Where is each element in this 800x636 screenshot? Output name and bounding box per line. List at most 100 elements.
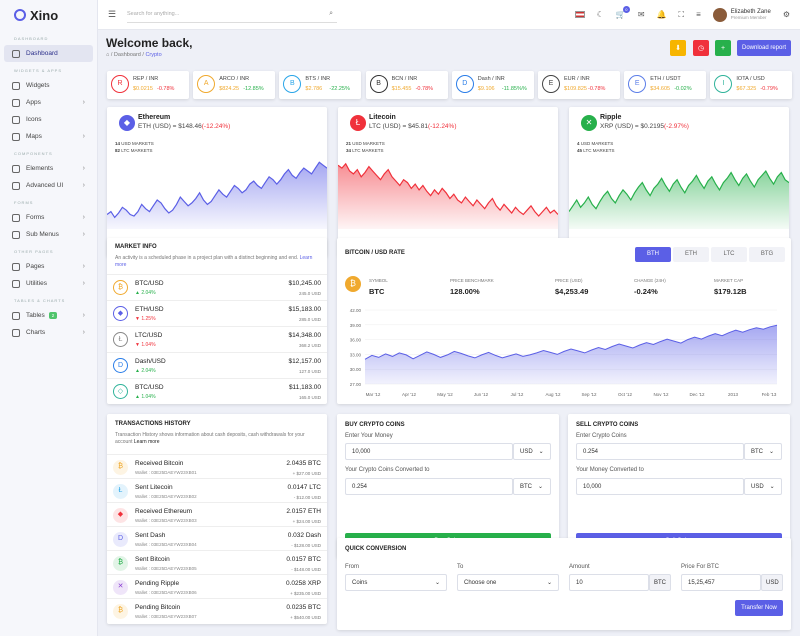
sidebar-item-advanced-ui[interactable]: Advanced UI › — [4, 177, 93, 194]
to-select[interactable]: Choose one ⌄ — [457, 574, 559, 591]
from-select[interactable]: Coins ⌄ — [345, 574, 447, 591]
transaction-row[interactable]: ₿ Received Bitcoin Wallet : 03E25DAEYW23XB… — [107, 454, 327, 478]
buy-money-label: Enter Your Money — [345, 433, 393, 439]
menu-item-icon — [12, 49, 20, 58]
coin-name: Ethereum — [138, 114, 171, 121]
tab-btg[interactable]: BTG — [749, 247, 785, 262]
ticker-card[interactable]: E ETH / USDT $34.605 -0.02% — [624, 71, 707, 99]
ticker-card[interactable]: R REP / INR $0.0215 -0.78% — [107, 71, 189, 99]
sidebar-item-apps[interactable]: Apps › — [4, 94, 93, 111]
ticker-card[interactable]: B BCN / INR $15.455 -0.78% — [365, 71, 448, 99]
search-input[interactable]: Search for anything... ⌕ — [127, 7, 337, 23]
transfer-now-button[interactable]: Transfer Now — [735, 600, 783, 616]
sell-coins-input[interactable]: 0.254 — [576, 443, 744, 460]
ripple-icon: ✕ — [581, 115, 597, 131]
buy-money-input[interactable]: 10,000 — [345, 443, 513, 460]
coin-chart-card-litecoin: Ł Litecoin LTC (USD) = $45.81(-12.24%) 21 U… — [338, 107, 558, 257]
sidebar-item-icons[interactable]: Icons — [4, 111, 93, 128]
sidebar-item-sub-menus[interactable]: Sub Menus › — [4, 226, 93, 243]
ticker-card[interactable]: B BTS / INR $2.786 -22.25% — [279, 71, 362, 99]
learn-more-link[interactable]: Learn more — [133, 439, 160, 445]
market-row[interactable]: D Dash/USD ▲ 2.04% $12,157.00 127.0 USD — [107, 352, 327, 378]
mail-icon[interactable]: ✉ — [637, 10, 645, 19]
sidebar-item-widgets[interactable]: Widgets — [4, 77, 93, 94]
download-icon-button[interactable]: ⬇ — [670, 40, 686, 56]
gear-icon[interactable]: ⚙ — [782, 10, 790, 19]
cart-icon[interactable]: 🛒 0 — [616, 6, 630, 19]
sell-currency-select[interactable]: USD ⌄ — [744, 478, 782, 495]
learn-more-link[interactable]: Learn more — [115, 255, 313, 268]
market-row[interactable]: Ł LTC/USD ▼ 1.04% $14,348.00 368.2 USD — [107, 326, 327, 352]
sidebar-item-pages[interactable]: Pages › — [4, 258, 93, 275]
add-icon-button[interactable]: + — [715, 40, 731, 56]
buy-currency-select[interactable]: USD ⌄ — [513, 443, 551, 460]
wallet-id: Wallet : 03E25DAEYW23XB07 — [135, 614, 197, 619]
amount-input[interactable]: 10 — [569, 574, 649, 591]
transaction-amount: 2.0435 BTC — [286, 460, 321, 467]
stat-value: $4,253.49 — [555, 287, 589, 296]
market-info-desc: An activity is a scheduled phase in a pr… — [115, 255, 313, 268]
transaction-row[interactable]: Ł Sent Litecoin Wallet : 03E25DAEYW23XB02 0… — [107, 478, 327, 502]
transaction-amount: 0.0147 LTC — [287, 484, 321, 491]
coin-change: (-12.24%) — [427, 123, 457, 130]
coin-icon: ◆ — [113, 508, 128, 523]
sidebar-item-elements[interactable]: Elements › — [4, 160, 93, 177]
search-icon[interactable]: ⌕ — [329, 10, 333, 17]
menu-item-icon — [12, 262, 20, 271]
clock-icon-button[interactable]: ◷ — [693, 40, 709, 56]
flag-icon[interactable] — [574, 11, 585, 18]
logo[interactable]: Xino — [0, 0, 97, 30]
sidebar-item-dashboard[interactable]: Dashboard — [4, 45, 93, 62]
coin-icon: ₿ — [113, 556, 128, 571]
transaction-row[interactable]: ◆ Received Ethereum Wallet : 03E25DAEYW23X… — [107, 502, 327, 526]
market-sub-value: 285.0 USD — [298, 317, 321, 322]
transaction-amount: 0.032 Dash — [287, 532, 321, 539]
moon-icon[interactable]: ☾ — [596, 10, 604, 19]
menu-item-icon — [12, 132, 20, 141]
transaction-usd: - $148.00 USD — [291, 567, 321, 572]
buy-coin-select[interactable]: BTC ⌄ — [513, 478, 551, 495]
sidebar-item-label: Utilities — [26, 280, 47, 287]
market-row[interactable]: ◆ ETH/USD ▼ 1.25% $15,183.00 285.0 USD — [107, 300, 327, 326]
sell-converted-input[interactable]: 10,000 — [576, 478, 744, 495]
price-input[interactable]: 15,25,457 — [681, 574, 761, 591]
transaction-row[interactable]: ₿ Sent Bitcoin Wallet : 03E25DAEYW23XB05 0.… — [107, 550, 327, 574]
download-report-button[interactable]: Download report — [737, 40, 791, 56]
coin-price: LTC (USD) = $45.81(-12.24%) — [369, 123, 457, 130]
ethereum-icon: ◆ — [119, 115, 135, 131]
transaction-row[interactable]: ₿ Pending Bitcoin Wallet : 03E25DAEYW23XB0… — [107, 598, 327, 622]
breadcrumb-dashboard[interactable]: Dashboard — [113, 52, 141, 58]
transaction-row[interactable]: D Sent Dash Wallet : 03E25DAEYW23XB04 0.032… — [107, 526, 327, 550]
bell-icon[interactable]: 🔔 — [656, 10, 667, 19]
market-row[interactable]: ₿ BTC/USD ▲ 2.04% $10,245.00 245.0 USD — [107, 274, 327, 300]
ticker-card[interactable]: E EUR / INR $109.825 -0.78% — [538, 71, 620, 99]
sidebar-section-label: COMPONENTS — [14, 151, 53, 156]
buy-converted-input[interactable]: 0.254 — [345, 478, 513, 495]
ticker-card[interactable]: D Dash / INR $9.106 -11.85%% — [451, 71, 534, 99]
tab-eth[interactable]: ETH — [673, 247, 709, 262]
sell-coin-select[interactable]: BTC ⌄ — [744, 443, 782, 460]
home-icon[interactable]: ⌂ — [106, 52, 110, 58]
tab-ltc[interactable]: LTC — [711, 247, 747, 262]
sidebar-item-forms[interactable]: Forms › — [4, 209, 93, 226]
user-menu[interactable]: Elizabeth Zane Premium Member — [712, 7, 771, 22]
tab-bth[interactable]: BTH — [635, 247, 671, 262]
market-row[interactable]: ◇ BTC/USD ▲ 1.04% $11,183.00 165.0 USD — [107, 378, 327, 404]
fullscreen-icon[interactable]: ⛶ — [678, 9, 685, 19]
ticker-card[interactable]: A ARCO / INR $824.25 -12.85% — [193, 71, 276, 99]
sidebar-item-utilities[interactable]: Utilities › — [4, 275, 93, 292]
ticker-card[interactable]: I IOTA / USD $67.325 -0.79% — [710, 71, 793, 99]
transaction-row[interactable]: ✕ Pending Ripple Wallet : 03E25DAEYW23XB06… — [107, 574, 327, 598]
sidebar-item-maps[interactable]: Maps › — [4, 128, 93, 145]
hamburger-icon[interactable]: ☰ — [108, 9, 117, 19]
coin-change: (-2.97%) — [664, 123, 689, 130]
from-label: From — [345, 564, 359, 570]
menu-lines-icon[interactable]: ≡ — [696, 10, 701, 19]
sidebar-item-charts[interactable]: Charts › — [4, 324, 93, 341]
breadcrumb: ⌂ / Dashboard / Crypto — [106, 52, 162, 58]
sidebar-item-tables[interactable]: Tables 2 › — [4, 307, 93, 324]
ticker-price: $0.0215 — [133, 86, 153, 92]
ticker-pair: REP / INR — [133, 76, 159, 82]
market-pair: BTC/USD — [135, 280, 164, 287]
chevron-down-icon: ⌄ — [769, 484, 775, 490]
